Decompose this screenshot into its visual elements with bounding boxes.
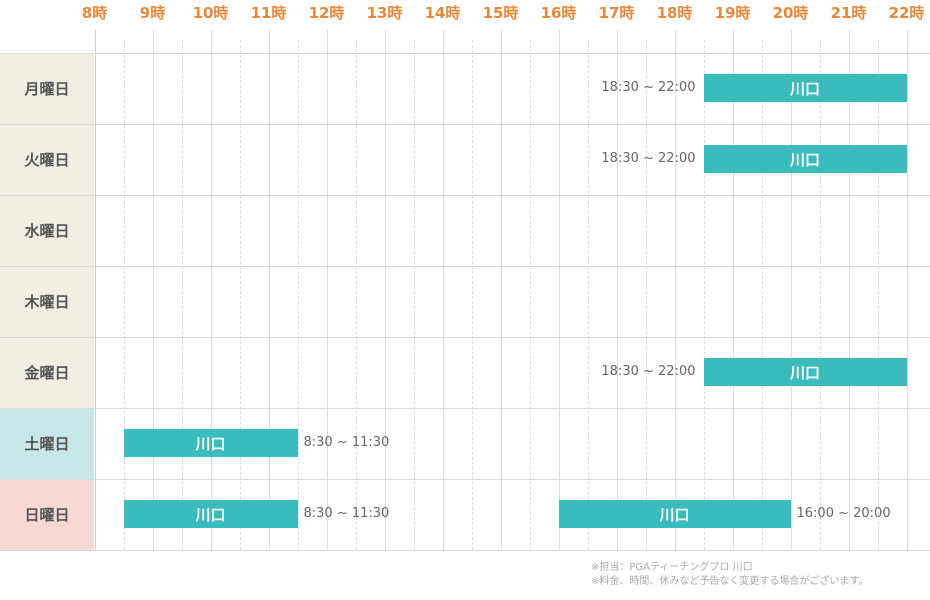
hour-gridline <box>790 30 792 550</box>
hour-gridline <box>616 30 618 550</box>
lesson-bar[interactable]: 川口 <box>703 358 907 386</box>
instructor-note: ※担当：PGAティーチングプロ 川口 <box>591 562 753 573</box>
day-label: 水曜日 <box>0 195 94 266</box>
row-divider <box>0 337 930 338</box>
day-label: 月曜日 <box>0 53 94 124</box>
day-label: 金曜日 <box>0 337 94 408</box>
lesson-time-label: 8:30 ~ 11:30 <box>303 506 390 521</box>
lesson-time-label: 8:30 ~ 11:30 <box>303 435 390 450</box>
hour-header: 18時 <box>656 4 693 22</box>
half-hour-gridline <box>587 40 589 550</box>
hour-header: 8時 <box>81 4 108 22</box>
half-hour-gridline <box>297 40 299 550</box>
hour-header: 11時 <box>250 4 287 22</box>
half-hour-gridline <box>529 40 531 550</box>
lesson-time-label: 18:30 ~ 22:00 <box>601 151 696 166</box>
half-hour-gridline <box>123 40 125 550</box>
half-hour-gridline <box>413 40 415 550</box>
half-hour-gridline <box>181 40 183 550</box>
half-hour-gridline <box>355 40 357 550</box>
lesson-bar[interactable]: 川口 <box>123 429 298 457</box>
hour-header: 19時 <box>714 4 751 22</box>
hour-header: 22時 <box>888 4 925 22</box>
lesson-time-label: 16:00 ~ 20:00 <box>796 506 891 521</box>
day-label: 日曜日 <box>0 479 94 550</box>
hour-gridline <box>442 30 444 550</box>
lesson-bar[interactable]: 川口 <box>558 500 791 528</box>
hour-gridline <box>674 30 676 550</box>
hour-header: 14時 <box>424 4 461 22</box>
lesson-bar[interactable]: 川口 <box>703 145 907 173</box>
row-divider <box>0 124 930 125</box>
lesson-bar[interactable]: 川口 <box>123 500 298 528</box>
hour-header: 12時 <box>308 4 345 22</box>
hour-header: 17時 <box>598 4 635 22</box>
half-hour-gridline <box>761 40 763 550</box>
lesson-bar[interactable]: 川口 <box>703 74 907 102</box>
day-label: 木曜日 <box>0 266 94 337</box>
row-divider <box>0 550 930 551</box>
hour-header: 16時 <box>540 4 577 22</box>
row-divider <box>0 266 930 267</box>
hour-gridline <box>558 30 560 550</box>
hour-gridline <box>268 30 270 550</box>
hour-gridline <box>210 30 212 550</box>
hour-gridline <box>848 30 850 550</box>
hour-gridline <box>384 30 386 550</box>
hour-header: 15時 <box>482 4 519 22</box>
hour-gridline <box>906 30 908 550</box>
half-hour-gridline <box>471 40 473 550</box>
row-divider <box>0 408 930 409</box>
hour-gridline <box>732 30 734 550</box>
half-hour-gridline <box>239 40 241 550</box>
day-label: 土曜日 <box>0 408 94 479</box>
row-divider <box>0 195 930 196</box>
half-hour-gridline <box>645 40 647 550</box>
day-label: 火曜日 <box>0 124 94 195</box>
hour-header: 13時 <box>366 4 403 22</box>
hour-gridline <box>500 30 502 550</box>
hour-gridline <box>94 30 96 550</box>
half-hour-gridline <box>877 40 879 550</box>
row-divider <box>0 53 930 54</box>
hour-header: 20時 <box>772 4 809 22</box>
lesson-time-label: 18:30 ~ 22:00 <box>601 364 696 379</box>
row-divider <box>0 479 930 480</box>
hour-gridline <box>326 30 328 550</box>
hour-header: 10時 <box>192 4 229 22</box>
disclaimer-note: ※料金、時間、休みなど予告なく変更する場合がございます。 <box>591 576 869 587</box>
lesson-time-label: 18:30 ~ 22:00 <box>601 80 696 95</box>
hour-header: 21時 <box>830 4 867 22</box>
half-hour-gridline <box>819 40 821 550</box>
hour-header: 9時 <box>139 4 166 22</box>
half-hour-gridline <box>703 40 705 550</box>
hour-gridline <box>152 30 154 550</box>
